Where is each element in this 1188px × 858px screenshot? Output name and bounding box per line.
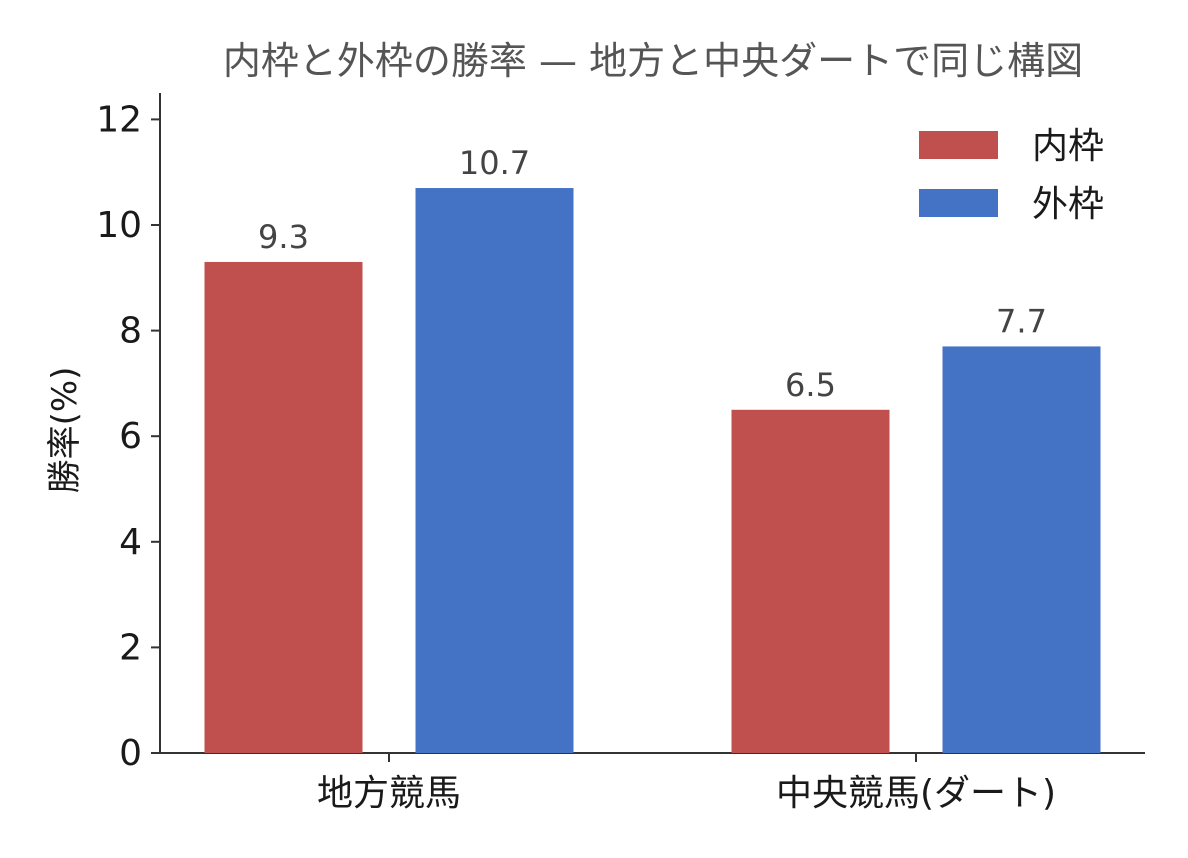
legend-swatch: [919, 189, 998, 217]
y-tick-label: 2: [119, 627, 142, 668]
plot-area: 0 2 4 6 8 10 12 地方競馬 9.3 10.7 中央競馬(ダート) 6.5 7.7: [96, 93, 1145, 814]
value-label: 6.5: [785, 366, 836, 404]
value-label: 7.7: [996, 302, 1047, 340]
chart-title: 内枠と外枠の勝率 — 地方と中央ダートで同じ構図: [223, 39, 1083, 83]
x-tick-label: 中央競馬(ダート): [776, 773, 1056, 814]
legend-label: 内枠: [1032, 126, 1104, 167]
y-tick-label: 4: [119, 522, 142, 563]
legend-label: 外枠: [1032, 184, 1104, 225]
y-tick-label: 12: [96, 99, 142, 140]
bar-inner-0: [204, 261, 363, 753]
y-tick-label: 0: [119, 733, 142, 774]
y-axis-label: 勝率(%): [45, 367, 85, 494]
value-label: 9.3: [258, 218, 309, 256]
bar-outer-0: [415, 188, 574, 754]
y-tick-label: 10: [96, 205, 142, 246]
y-tick-label: 8: [119, 311, 142, 352]
value-label: 10.7: [459, 144, 530, 182]
x-tick-label: 地方競馬: [317, 773, 461, 814]
bar-outer-1: [942, 346, 1101, 753]
y-tick-label: 6: [119, 416, 142, 457]
bar-inner-1: [731, 409, 890, 753]
legend-swatch: [919, 131, 998, 159]
